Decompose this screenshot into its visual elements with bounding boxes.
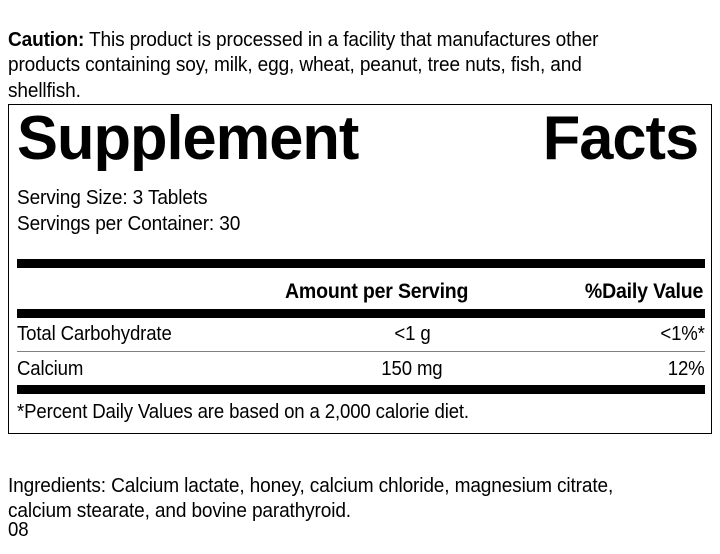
servings-per-container: Servings per Container: 30 [17,212,241,235]
table-row: Total Carbohydrate <1 g <1%* [17,317,705,351]
nutrient-daily-value: 12% [668,358,705,380]
rule-below-table [17,385,705,394]
serving-size: Serving Size: 3 Tablets [17,186,208,209]
column-header-amount-per-serving: Amount per Serving [285,280,469,303]
panel-title: Supplement Facts [17,107,698,171]
supplement-facts-panel: Supplement Facts Serving Size: 3 Tablets… [8,104,712,434]
nutrient-amount: <1 g [393,323,431,345]
panel-title-word-facts: Facts [542,107,699,171]
serving-info: Serving Size: 3 Tablets Servings per Con… [17,185,657,237]
caution-label: Caution: [8,27,85,51]
caution-statement: Caution: This product is processed in a … [8,27,659,104]
column-header-daily-value: %Daily Value [584,280,703,303]
nutrient-name: Calcium [17,358,84,380]
caution-text: This product is processed in a facility … [8,27,599,102]
daily-value-footnote: *Percent Daily Values are based on a 2,0… [17,401,469,423]
nutrient-daily-value: <1%* [660,323,706,345]
rule-above-header [17,259,705,268]
ingredients-statement: Ingredients: Calcium lactate, honey, cal… [8,473,614,523]
panel-title-word-supplement: Supplement [17,107,359,171]
revision-code: 08 [8,519,29,541]
nutrient-amount: 150 mg [381,358,443,380]
table-row: Calcium 150 mg 12% [17,352,705,386]
rule-between-rows [17,351,705,352]
rule-below-header [17,309,705,318]
nutrient-name: Total Carbohydrate [17,323,172,345]
